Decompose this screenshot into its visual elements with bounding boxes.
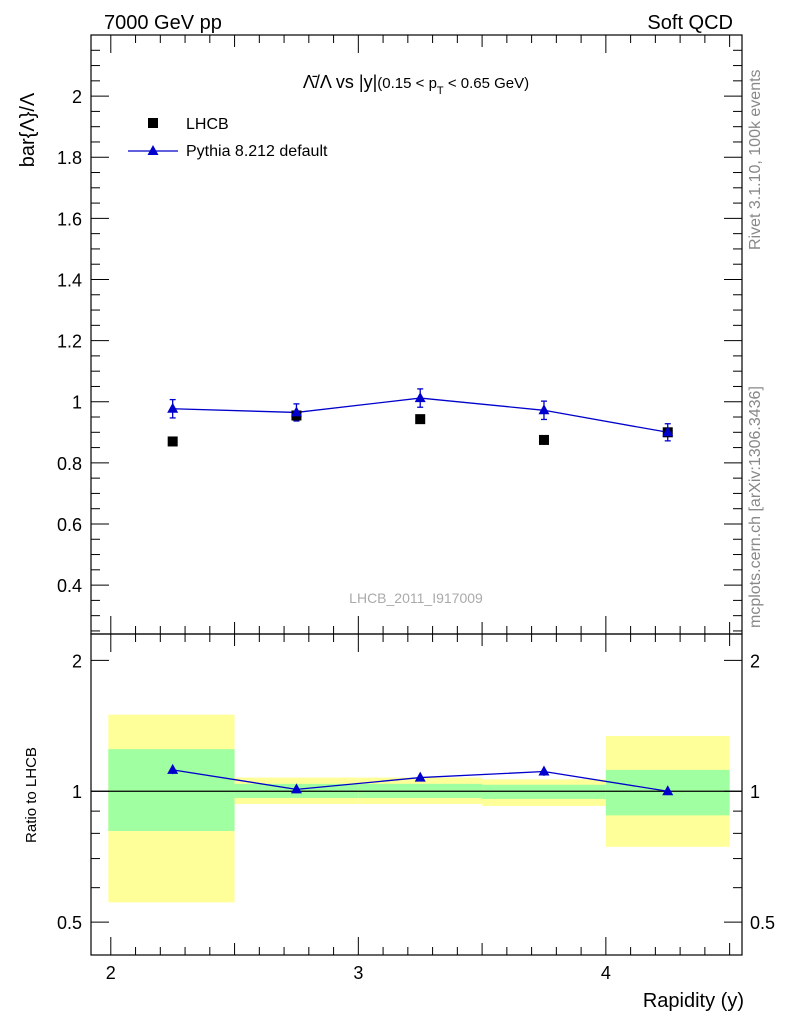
- main-marks: [167, 388, 674, 447]
- y-tick-label: 0.6: [57, 515, 82, 535]
- ratio-mc-point: [538, 765, 550, 776]
- title-end: < 0.65 GeV): [444, 75, 529, 92]
- header-right: Soft QCD: [647, 12, 733, 34]
- y-tick-label: 1.2: [57, 332, 82, 352]
- ratio-mc-point: [290, 783, 302, 794]
- y-tick-label: 1: [72, 393, 82, 413]
- ratio-mc-point: [167, 763, 179, 774]
- data-point: [538, 434, 549, 445]
- source-label: mcplots.cern.ch [arXiv:1306.3436]: [747, 386, 764, 628]
- main-axes: 0.4 0.6 0.8 1 1.2 1.4 1.6 1.8 2: [57, 34, 743, 635]
- mc-point: [662, 426, 674, 437]
- legend: LHCB Pythia 8.212 default: [128, 116, 328, 160]
- x-tick-label: 3: [353, 963, 363, 983]
- y-tick-label: 2: [72, 87, 82, 107]
- data-point: [167, 436, 178, 447]
- ratio-mc-point: [662, 785, 674, 796]
- ratio-axes: 2 3 4 0.5 0.5 1 1 2 2: [57, 633, 775, 983]
- title-sub: T: [437, 85, 444, 97]
- ratio-y-tick-label-right: 0.5: [750, 913, 775, 933]
- main-ylabel: bar{Λ}/Λ: [17, 92, 39, 167]
- x-tick-label: 4: [601, 963, 611, 983]
- ratio-y-tick-label: 2: [72, 651, 82, 671]
- ratio-bands: [108, 714, 730, 903]
- ratio-y-tick-label: 1: [72, 782, 82, 802]
- y-tick-label: 1.8: [57, 148, 82, 168]
- x-axis-label: Rapidity (y): [643, 990, 744, 1012]
- title-prefix: Λ̄/Λ vs |y|: [303, 72, 377, 92]
- header-left: 7000 GeV pp: [104, 12, 222, 34]
- ratio-y-tick-label-right: 1: [750, 782, 760, 802]
- ratio-ylabel: Ratio to LHCB: [23, 747, 40, 843]
- band-inner-3: [482, 784, 606, 799]
- legend-data-label: LHCB: [186, 116, 229, 133]
- mc-point: [538, 404, 550, 415]
- watermark: LHCB_2011_I917009: [349, 590, 483, 606]
- legend-mc-label: Pythia 8.212 default: [186, 143, 328, 160]
- y-tick-label: 0.4: [57, 576, 82, 596]
- ratio-marks: [167, 763, 674, 796]
- main-title: Λ̄/Λ vs |y|(0.15 < pT < 0.65 GeV): [303, 72, 529, 97]
- y-tick-label: 0.8: [57, 454, 82, 474]
- ratio-y-tick-label-right: 2: [750, 651, 760, 671]
- y-tick-label: 1.4: [57, 270, 82, 290]
- mc-point: [167, 402, 179, 413]
- band-inner-0: [108, 749, 235, 832]
- y-tick-label: 1.6: [57, 209, 82, 229]
- data-point: [415, 414, 426, 425]
- mc-point: [290, 406, 302, 417]
- legend-data-marker: [148, 118, 158, 128]
- ratio-mc-point: [414, 771, 426, 782]
- x-tick-label: 2: [106, 963, 116, 983]
- mc-point: [414, 392, 426, 403]
- ratio-y-tick-label: 0.5: [57, 913, 82, 933]
- ratio-frame: [90, 633, 743, 956]
- legend-mc-marker: [147, 145, 159, 155]
- title-suffix: (0.15 < p: [377, 75, 437, 92]
- rivet-label: Rivet 3.1.10, 100k events: [747, 69, 764, 250]
